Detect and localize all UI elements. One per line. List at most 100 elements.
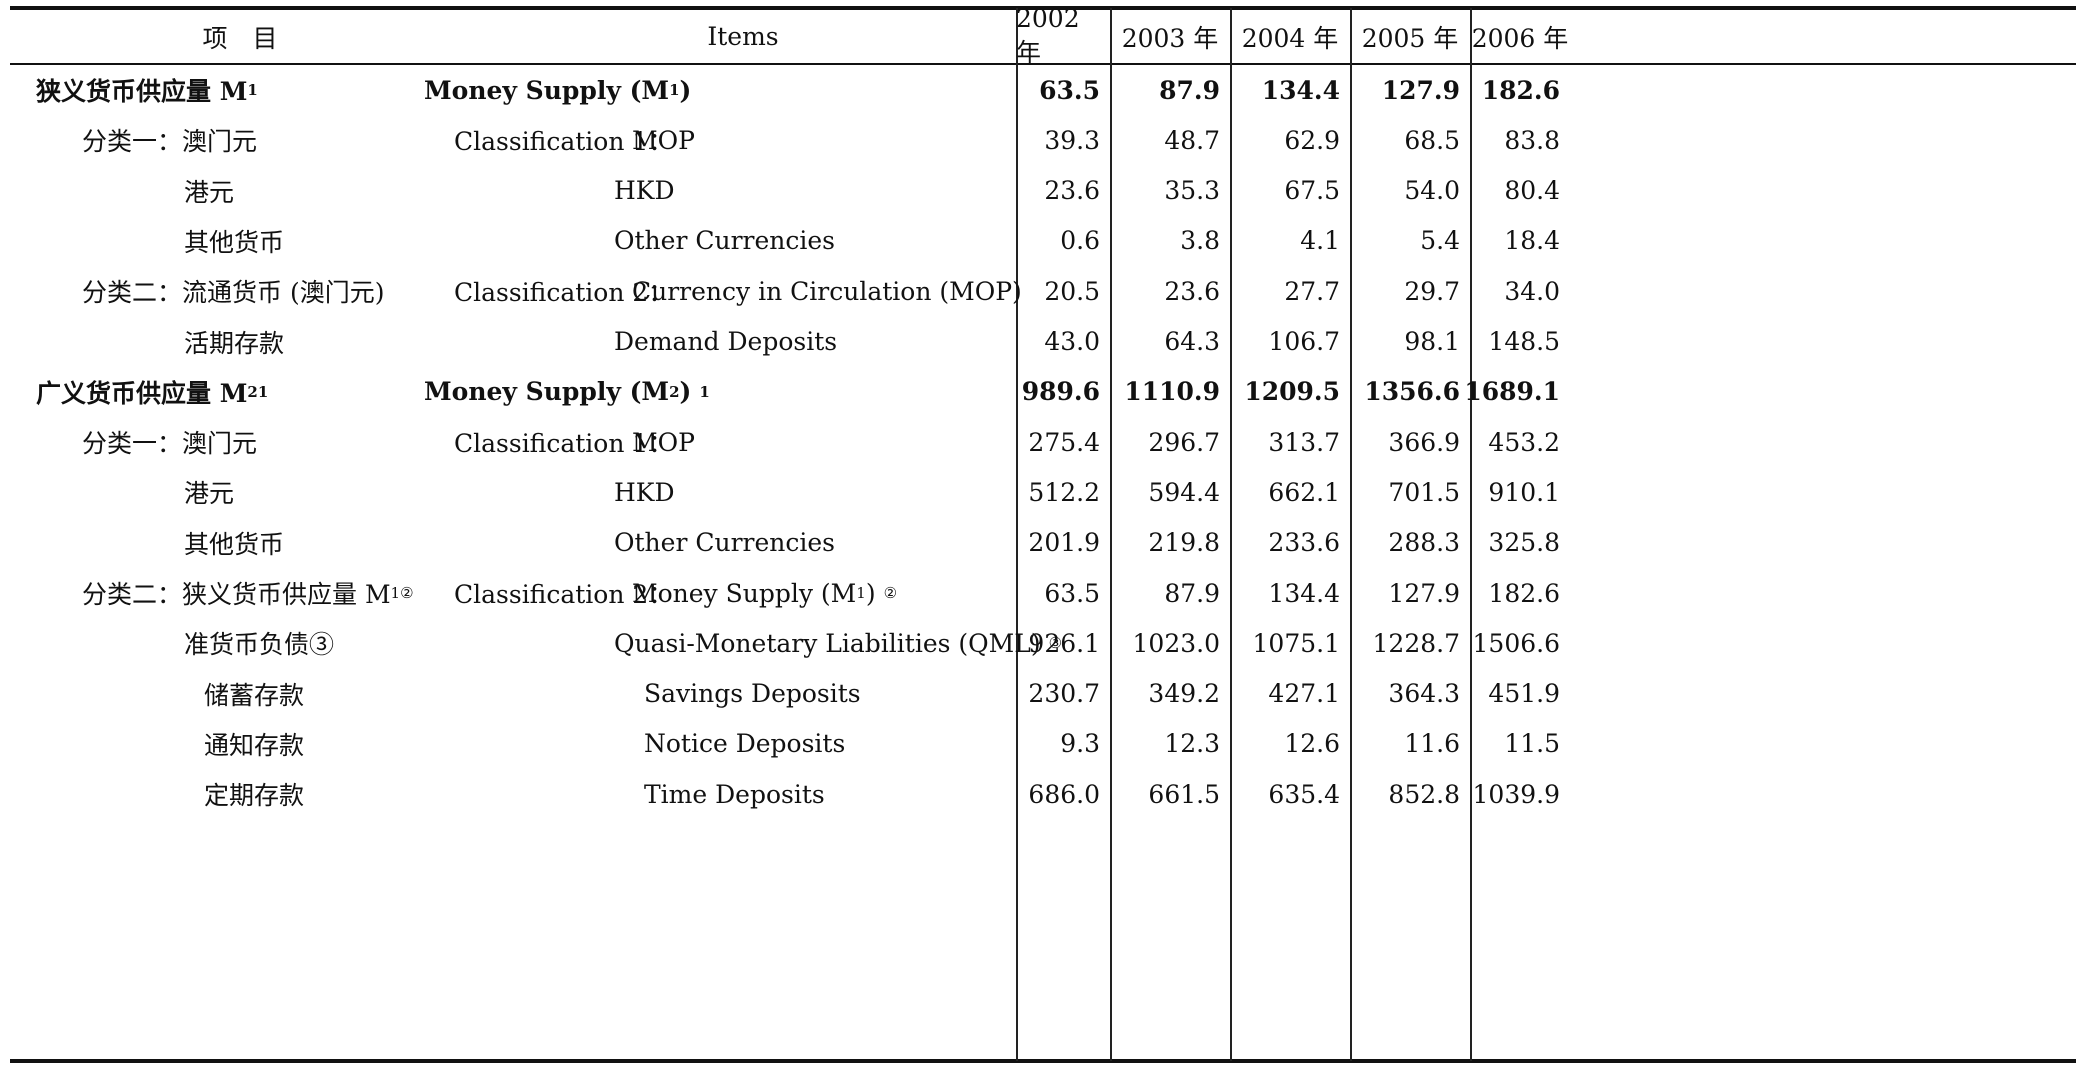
footnote-mark: ③: [1048, 634, 1063, 653]
value-cell: 427.1: [1268, 679, 1340, 709]
table-row: 通知存款 Notice Deposits 9.3 12.3 12.6 11.6 11.5: [10, 719, 2076, 769]
item-en: Other Currencies: [614, 216, 835, 266]
item-en: MOP: [632, 417, 695, 467]
value-cell: 43.0: [1044, 327, 1100, 356]
value-cell: 325.8: [1488, 528, 1560, 558]
value-cell: 9.3: [1060, 729, 1100, 759]
value-cell: 989.6: [1021, 377, 1100, 407]
table-row: 分类二：流通货币 (澳门元) Classification 2： Currency …: [10, 266, 2076, 316]
value-cell: 1209.5: [1244, 377, 1340, 407]
table-row: 其他货币 Other Currencies 0.6 3.8 4.1 5.4 18.4: [10, 216, 2076, 266]
table-row: 港元 HKD 512.2 594.4 662.1 701.5 910.1: [10, 467, 2076, 517]
item-cn-text: 港元: [184, 479, 235, 509]
item-cn-text: 分类二：狭义货币供应量 M: [82, 580, 391, 609]
item-cn: 分类一：澳门元: [82, 417, 257, 467]
header-items-en: Items: [707, 22, 779, 51]
item-en-text: MOP: [632, 427, 695, 457]
value-cell: 366.9: [1388, 427, 1460, 457]
header-year-2006: 2006 年: [1471, 23, 1569, 53]
item-cn-text: 其他货币: [184, 227, 285, 257]
item-cn: 通知存款: [204, 719, 304, 769]
value-cell: 127.9: [1381, 75, 1460, 105]
item-en-tail: ): [679, 75, 692, 105]
value-cell: 701.5: [1388, 477, 1460, 507]
table-row: 定期存款 Time Deposits 686.0 661.5 635.4 852.8 103…: [10, 769, 2076, 819]
item-en-text: Demand Deposits: [614, 327, 838, 356]
item-en: Notice Deposits: [644, 719, 845, 769]
table-bottom-rule: [10, 1059, 2076, 1063]
item-cn-text: 储蓄存款: [204, 680, 305, 710]
item-en: Time Deposits: [644, 769, 825, 819]
value-cell: 686.0: [1028, 779, 1100, 809]
header-year-2005: 2005 年: [1361, 23, 1459, 53]
value-cell: 453.2: [1488, 427, 1560, 457]
value-cell: 1228.7: [1372, 628, 1460, 658]
value-cell: 1506.6: [1472, 628, 1560, 658]
value-cell: 63.5: [1044, 578, 1100, 608]
value-cell: 288.3: [1388, 528, 1460, 558]
value-cell: 20.5: [1044, 276, 1100, 306]
value-cell: 275.4: [1028, 427, 1100, 457]
subscript: 2: [247, 382, 258, 401]
table-row: 准货币负债③ Quasi-Monetary Liabilities (QML) ③ 9…: [10, 618, 2076, 668]
item-en: Money Supply (M 1): [424, 65, 691, 115]
value-cell: 62.9: [1284, 125, 1340, 155]
value-cell: 27.7: [1284, 276, 1340, 306]
value-cell: 87.9: [1159, 75, 1220, 105]
item-en: HKD: [614, 166, 675, 216]
item-cn-text: 分类一：澳门元: [82, 429, 258, 459]
subscript: 1: [247, 81, 258, 99]
value-cell: 3.8: [1180, 226, 1220, 256]
value-cell: 12.6: [1284, 729, 1340, 759]
value-cell: 29.7: [1404, 276, 1460, 306]
value-cell: 64.3: [1164, 327, 1220, 356]
item-en-text: Notice Deposits: [644, 729, 846, 759]
footnote-mark: ②: [400, 584, 414, 602]
item-en-tail: ): [865, 578, 876, 608]
table-row: 活期存款 Demand Deposits 43.0 64.3 106.7 98.1 148.…: [10, 317, 2076, 367]
column-divider: [1110, 8, 1112, 1061]
item-en-text: Currency in Circulation (MOP): [632, 276, 1022, 306]
footnote-mark: 1: [257, 382, 269, 401]
value-cell: 134.4: [1261, 75, 1340, 105]
table-row: 分类一：澳门元 Classification 1： MOP 275.4 296.7 313…: [10, 417, 2076, 467]
item-cn-text: 狭义货币供应量 M: [36, 77, 248, 106]
value-cell: 106.7: [1268, 327, 1340, 356]
table-row: 分类一：澳门元 Classification 1： MOP 39.3 48.7 62.9 6…: [10, 115, 2076, 165]
column-divider: [1230, 8, 1232, 1061]
item-cn: 活期存款: [184, 317, 284, 367]
value-cell: 313.7: [1268, 427, 1340, 457]
value-cell: 661.5: [1148, 779, 1220, 809]
item-en-text: MOP: [632, 125, 695, 155]
header-rule: [10, 63, 2076, 65]
value-cell: 23.6: [1164, 276, 1220, 306]
value-cell: 48.7: [1164, 125, 1220, 155]
item-cn: 定期存款: [204, 769, 304, 819]
subscript: 1: [669, 81, 680, 99]
subscript: 1: [390, 584, 401, 602]
item-cn-text: 广义货币供应量 M: [36, 378, 248, 408]
column-divider: [1470, 8, 1472, 1061]
value-cell: 4.1: [1300, 226, 1340, 256]
value-cell: 1689.1: [1464, 377, 1560, 407]
value-cell: 98.1: [1404, 327, 1460, 356]
value-cell: 83.8: [1504, 125, 1560, 155]
table-row: 分类二：狭义货币供应量 M 1 ② Classification 2： Money Su…: [10, 568, 2076, 618]
subscript: 1: [856, 584, 866, 602]
item-en: Money Supply (M 1) ②: [632, 568, 897, 618]
header-year-2003: 2003 年: [1121, 23, 1219, 53]
item-en: HKD: [614, 467, 675, 517]
item-en-prefix: Classification 2：: [454, 580, 674, 609]
item-cn-text: 活期存款: [184, 328, 285, 358]
item-en: Currency in Circulation (MOP): [632, 266, 1022, 316]
value-cell: 364.3: [1388, 679, 1460, 709]
item-en-text: HKD: [614, 477, 675, 507]
item-cn: 分类二：流通货币 (澳门元): [82, 266, 384, 316]
value-cell: 662.1: [1268, 477, 1340, 507]
item-cn-text: 定期存款: [204, 781, 305, 811]
table-row: 其他货币 Other Currencies 201.9 219.8 233.6 288.3…: [10, 518, 2076, 568]
item-en-text: Time Deposits: [644, 779, 825, 809]
value-cell: 68.5: [1404, 125, 1460, 155]
item-en-text: HKD: [614, 176, 675, 206]
